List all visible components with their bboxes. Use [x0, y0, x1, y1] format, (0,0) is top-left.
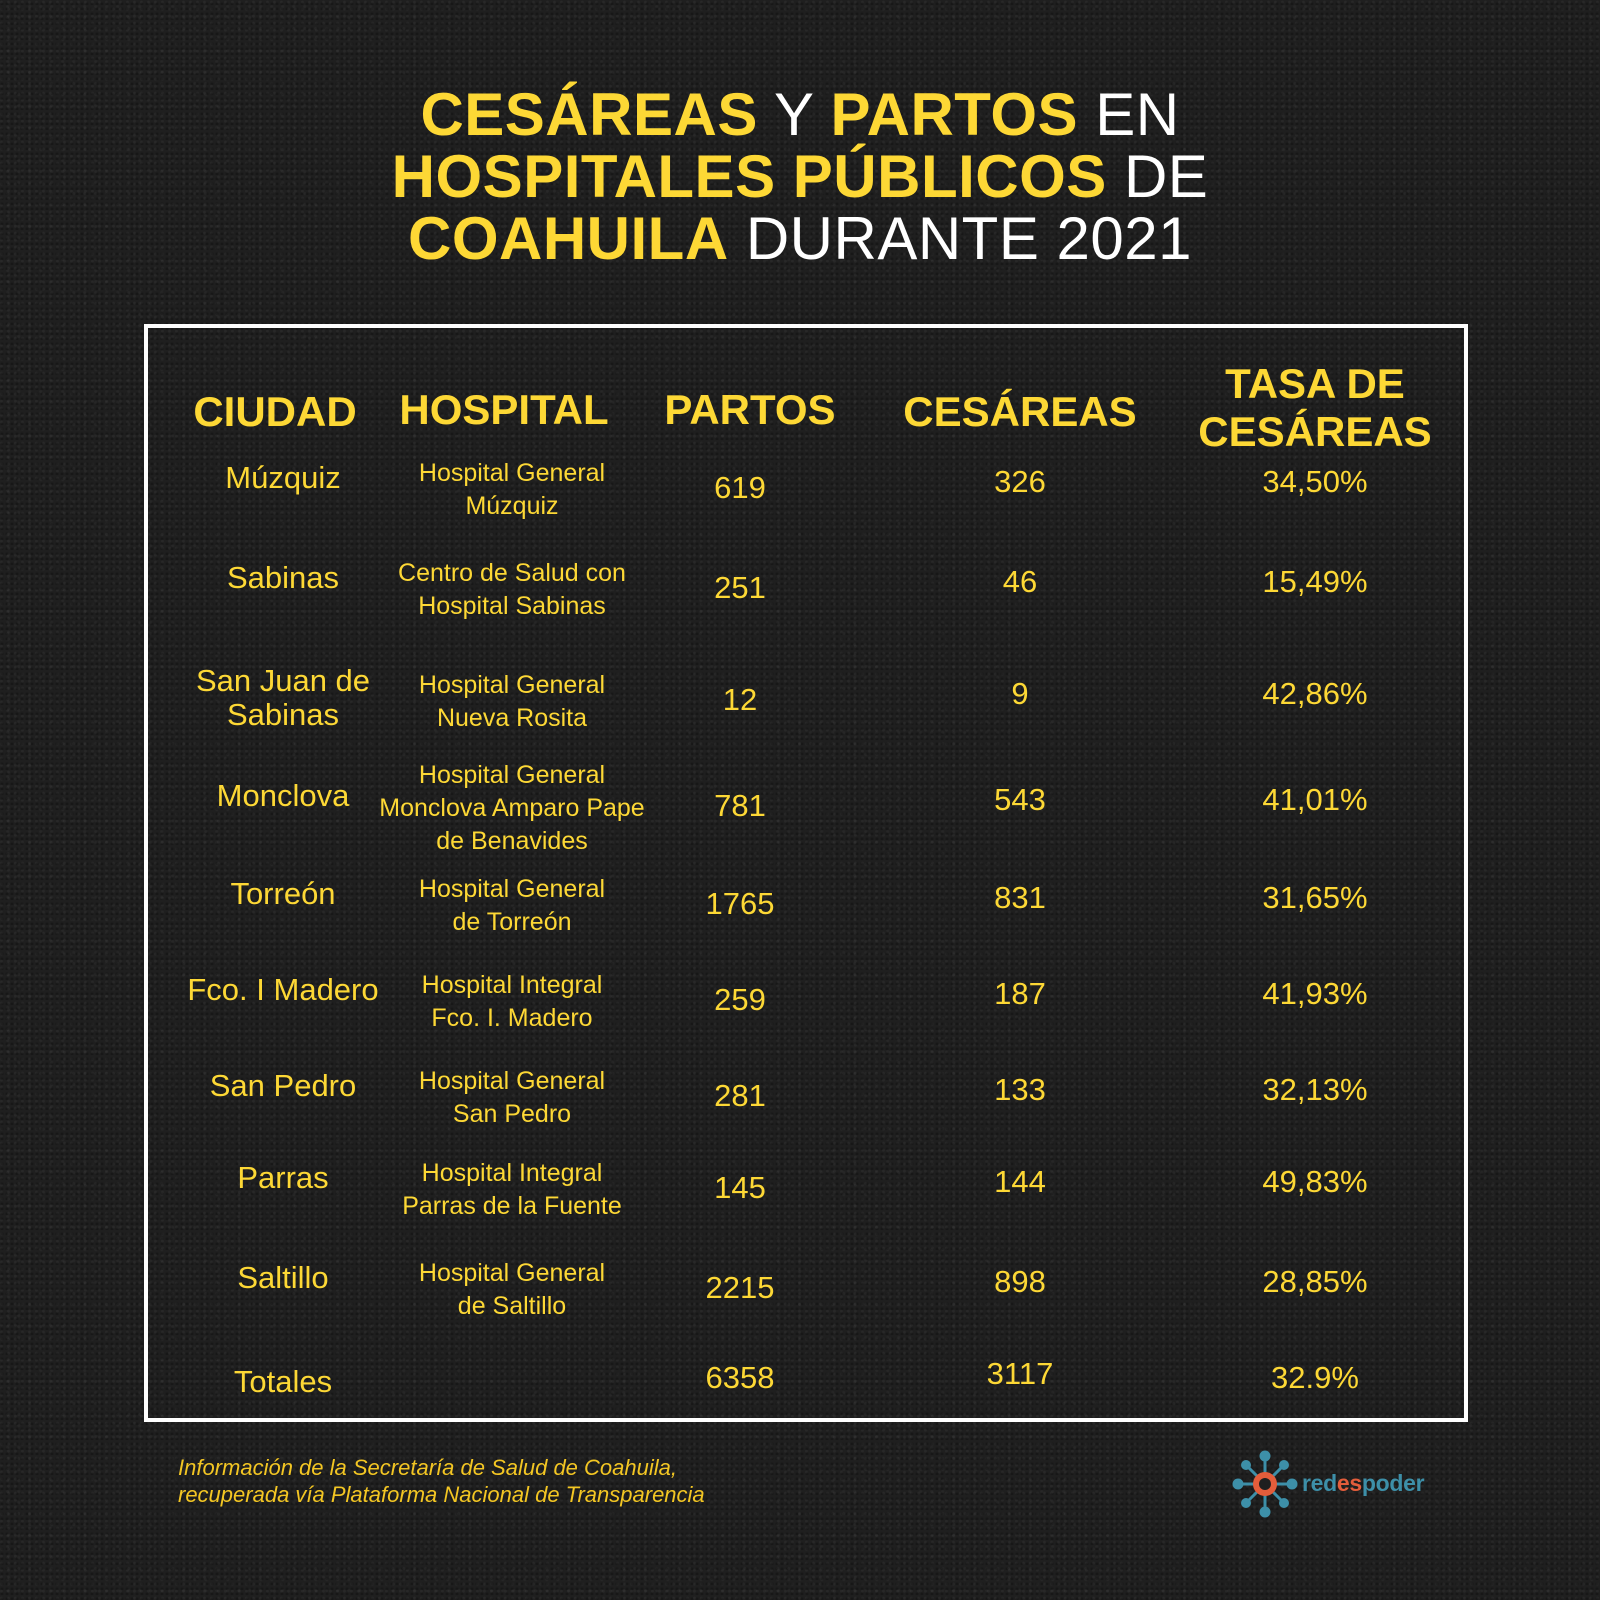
cell-hospital: Hospital General Nueva Rosita — [362, 669, 662, 735]
cell-hospital-line: Hospital Integral — [421, 971, 603, 999]
title-line-1: CESÁREAS Y PARTOS EN — [0, 84, 1600, 146]
cell-hospital: Hospital General Múzquiz — [362, 457, 662, 523]
cell-hospital: Hospital General San Pedro — [362, 1065, 662, 1131]
cell-hospital-line: Hospital General — [418, 459, 606, 487]
cell-cesareas: 326 — [994, 464, 1046, 499]
cell-cesareas: 133 — [994, 1072, 1046, 1107]
cell-hospital-line: de Saltillo — [457, 1292, 567, 1320]
logo-wordmark: redespoder — [1302, 1470, 1425, 1496]
cell-cesareas: 831 — [994, 880, 1046, 915]
cell-ciudad: Múzquiz — [225, 460, 341, 495]
header-tasa-line-2: CESÁREAS — [1198, 408, 1432, 455]
totals-partos: 6358 — [705, 1360, 775, 1395]
title-word-coahuila: COAHUILA — [408, 205, 729, 272]
network-node-icon — [1232, 1450, 1298, 1518]
cell-ciudad: San Pedro — [209, 1068, 357, 1103]
title-word-en: EN — [1095, 81, 1180, 148]
cell-partos: 259 — [714, 982, 766, 1017]
cell-hospital-line: Nueva Rosita — [436, 704, 588, 732]
cell-tasa: 34,50% — [1262, 464, 1368, 499]
cell-hospital-line: Múzquiz — [465, 492, 559, 520]
page-title: CESÁREAS Y PARTOS EN HOSPITALES PÚBLICOS… — [0, 84, 1600, 270]
cell-tasa: 32,13% — [1262, 1072, 1368, 1107]
cell-ciudad: San Juan de Sabinas — [168, 664, 398, 732]
cell-hospital-line: Hospital Sabinas — [418, 592, 606, 620]
cell-hospital: Hospital Integral Parras de la Fuente — [362, 1157, 662, 1223]
cell-cesareas: 46 — [1002, 564, 1038, 599]
cell-tasa: 42,86% — [1262, 676, 1368, 711]
cell-hospital-line: Hospital Integral — [421, 1159, 603, 1187]
cell-hospital-line: Hospital General — [418, 1259, 606, 1287]
cell-partos: 781 — [714, 788, 766, 823]
cell-ciudad: Sabinas — [226, 560, 340, 595]
title-word-hospitales: HOSPITALES PÚBLICOS — [391, 143, 1107, 210]
header-tasa-line-1: TASA DE — [1225, 360, 1405, 407]
cell-tasa: 31,65% — [1262, 880, 1368, 915]
cell-hospital-line: Monclova Amparo Pape — [379, 794, 645, 822]
title-line-2: HOSPITALES PÚBLICOS DE — [0, 146, 1600, 208]
redespoder-logo: redespoder — [1230, 1450, 1430, 1520]
cell-hospital-line: de Torreón — [452, 908, 572, 936]
cell-ciudad: Saltillo — [237, 1260, 329, 1295]
title-word-y: Y — [773, 81, 814, 148]
cell-hospital: Hospital General Monclova Amparo Pape de B… — [362, 759, 662, 858]
cell-hospital: Hospital General de Torreón — [362, 873, 662, 939]
cell-partos: 145 — [714, 1170, 766, 1205]
source-note-line-2: recuperada vía Plataforma Nacional de Tr… — [178, 1482, 705, 1507]
cell-partos: 281 — [714, 1078, 766, 1113]
cell-partos: 251 — [714, 570, 766, 605]
title-word-de: DE — [1123, 143, 1209, 210]
cell-ciudad-line: Sabinas — [226, 697, 340, 732]
cell-hospital-line: Hospital General — [418, 761, 606, 789]
cell-partos: 619 — [714, 470, 766, 505]
cell-hospital-line: Fco. I. Madero — [431, 1004, 593, 1032]
totals-tasa: 32.9% — [1271, 1360, 1359, 1395]
cell-tasa: 15,49% — [1262, 564, 1368, 599]
cell-partos: 1765 — [705, 886, 775, 921]
header-tasa: TASA DE CESÁREAS — [1165, 360, 1465, 456]
title-word-cesareas: CESÁREAS — [420, 81, 758, 148]
title-line-3: COAHUILA DURANTE 2021 — [0, 208, 1600, 270]
cell-cesareas: 9 — [1011, 676, 1029, 711]
data-table-frame — [144, 324, 1468, 1422]
cell-hospital: Centro de Salud con Hospital Sabinas — [362, 557, 662, 623]
cell-hospital: Hospital General de Saltillo — [362, 1257, 662, 1323]
cell-tasa: 41,01% — [1262, 782, 1368, 817]
cell-cesareas: 898 — [994, 1264, 1046, 1299]
cell-hospital-line: Hospital General — [418, 875, 606, 903]
totals-cesareas: 3117 — [986, 1356, 1054, 1391]
title-word-durante: DURANTE 2021 — [745, 205, 1192, 272]
cell-cesareas: 543 — [994, 782, 1046, 817]
cell-hospital-line: San Pedro — [452, 1100, 572, 1128]
cell-ciudad: Fco. I Madero — [187, 972, 379, 1007]
header-cesareas: CESÁREAS — [903, 388, 1137, 435]
cell-hospital-line: Hospital General — [418, 671, 606, 699]
cell-cesareas: 187 — [994, 976, 1046, 1011]
cell-ciudad: Torreón — [230, 876, 336, 911]
cell-tasa: 49,83% — [1262, 1164, 1368, 1199]
cell-ciudad-line: San Juan de — [195, 663, 371, 698]
source-note-line-1: Información de la Secretaría de Salud de… — [178, 1455, 677, 1480]
header-ciudad: CIUDAD — [193, 388, 357, 435]
cell-ciudad: Monclova — [216, 778, 350, 813]
cell-ciudad: Parras — [237, 1160, 329, 1195]
totals-label: Totales — [233, 1364, 333, 1399]
header-partos: PARTOS — [664, 386, 836, 433]
cell-hospital-line: Hospital General — [418, 1067, 606, 1095]
title-word-partos: PARTOS — [830, 81, 1079, 148]
cell-cesareas: 144 — [994, 1164, 1046, 1199]
cell-tasa: 28,85% — [1262, 1264, 1368, 1299]
header-hospital: HOSPITAL — [399, 386, 609, 433]
cell-tasa: 41,93% — [1262, 976, 1368, 1011]
cell-partos: 12 — [722, 682, 758, 717]
cell-hospital-line: de Benavides — [436, 827, 588, 855]
cell-hospital-line: Parras de la Fuente — [402, 1192, 622, 1220]
cell-hospital-line: Centro de Salud con — [398, 559, 626, 587]
cell-partos: 2215 — [705, 1270, 775, 1305]
cell-hospital: Hospital Integral Fco. I. Madero — [362, 969, 662, 1035]
source-note: Información de la Secretaría de Salud de… — [178, 1454, 878, 1508]
